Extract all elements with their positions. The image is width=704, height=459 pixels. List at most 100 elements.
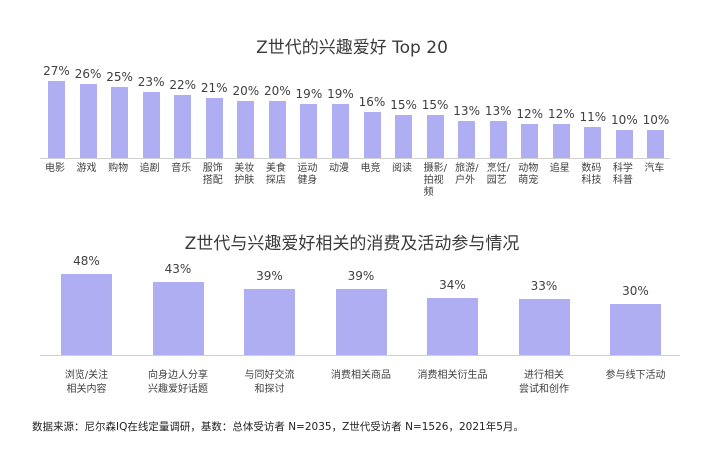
chart2-value-label: 33% — [530, 279, 558, 294]
chart2-category-line: 兴趣爱好话题 — [148, 384, 208, 395]
chart2-category-label: 消费相关商品 — [316, 369, 406, 383]
chart2-category-line: 和探讨 — [254, 384, 285, 395]
chart1-category-line: 追剧 — [139, 163, 160, 174]
chart1-category-label: 动漫 — [329, 163, 353, 175]
chart2-category-label: 进行相关 尝试和创作 — [499, 369, 589, 397]
chart1-category-label: 烹饪/园艺 — [487, 163, 511, 187]
chart1-category-label: 追剧 — [140, 163, 164, 175]
chart1-category-label: 游戏 — [77, 163, 101, 175]
chart1-bar — [426, 115, 444, 158]
chart2-bar — [518, 299, 570, 355]
chart1-value-label: 10% — [611, 112, 638, 127]
chart1-category-line: 美妆 — [234, 163, 255, 174]
chart1-category-line: 健身 — [297, 175, 318, 186]
chart1-category-line: 科普 — [612, 175, 633, 186]
chart2-category-label: 与同好交流 和探讨 — [225, 369, 315, 397]
chart1-category-line: 购物 — [108, 163, 129, 174]
chart1-value-label: 13% — [453, 103, 480, 118]
chart1-category-label: 旅游/户外 — [455, 163, 479, 187]
chart1-category-line: 护肤 — [234, 175, 255, 186]
chart2-bar — [152, 282, 204, 355]
chart1-value-label: 19% — [295, 86, 323, 101]
chart1-value-label: 15% — [421, 98, 449, 113]
chart1-bar — [174, 95, 192, 158]
chart2-bar — [427, 297, 478, 355]
chart1-category-line: 摄影/ — [423, 163, 447, 174]
chart1-category-label: 电竞 — [361, 163, 385, 175]
chart2-category-line: 向身边人分享 — [148, 370, 208, 381]
chart1-category-line: 园艺 — [486, 175, 507, 186]
chart1-category-label: 动物 萌宠 — [518, 163, 542, 187]
chart1-title: Z世代的兴趣爱好 Top 20 — [256, 38, 448, 58]
chart1-bar — [79, 83, 97, 158]
chart1-category-label: 摄影/拍视频 — [424, 163, 448, 199]
chart1-category-line: 汽车 — [644, 163, 665, 174]
chart2-value-label: 39% — [256, 269, 283, 284]
chart1-baseline — [40, 158, 670, 159]
chart1-category-line: 动物 — [518, 163, 539, 174]
data-source-footnote: 数据来源：尼尔森IQ在线定量调研，基数：总体受访者 N=2035，Z世代受访者 … — [32, 421, 524, 433]
chart1-value-label: 16% — [358, 95, 386, 110]
chart1-bar — [489, 120, 507, 158]
chart1-category-line: 阅读 — [392, 163, 413, 174]
chart1-bar — [521, 123, 539, 158]
chart1-category-line: 旅游/ — [455, 163, 479, 174]
chart1-category-line: 追星 — [549, 163, 570, 174]
chart1-category-label: 运动 健身 — [297, 163, 321, 187]
chart1-category-label: 美食 探店 — [266, 163, 290, 187]
chart1-value-label: 26% — [74, 66, 102, 81]
chart2-category-line: 尝试和创作 — [519, 384, 569, 395]
chart1-category-line: 户外 — [455, 175, 476, 186]
chart1-bar — [331, 103, 349, 158]
chart1-bar — [237, 101, 255, 158]
chart2-bar — [244, 289, 295, 355]
chart1-category-line: 音乐 — [171, 163, 192, 174]
chart1-category-line: 美食 — [265, 163, 286, 174]
chart1-value-label: 10% — [642, 112, 670, 127]
chart1-category-line: 游戏 — [76, 163, 97, 174]
chart2-baseline — [40, 355, 680, 356]
chart2-bar — [61, 273, 112, 355]
chart2-category-label: 向身边人分享 兴趣爱好话题 — [133, 369, 223, 397]
chart2-value-label: 39% — [347, 269, 375, 284]
chart1-category-label: 美妆 护肤 — [234, 163, 258, 187]
chart2-bar — [610, 304, 661, 355]
chart1-value-label: 21% — [200, 81, 228, 96]
chart2-category-line: 相关内容 — [66, 384, 107, 395]
chart1-bar — [48, 81, 65, 158]
chart1-bar — [458, 120, 476, 158]
chart1-value-label: 27% — [43, 64, 70, 79]
chart2-value-label: 48% — [73, 253, 100, 268]
chart1-category-line: 电竞 — [360, 163, 381, 174]
chart1-category-line: 科技 — [581, 175, 602, 186]
chart1-category-line: 动漫 — [328, 163, 349, 174]
chart1-value-label: 12% — [547, 106, 575, 121]
chart1-category-line: 科学 — [612, 163, 633, 174]
chart1-bar — [268, 101, 286, 158]
chart1-bar — [300, 103, 318, 158]
chart1-category-line: 服饰 — [202, 163, 223, 174]
chart1-value-label: 13% — [484, 103, 512, 118]
chart1-category-line: 运动 — [297, 163, 318, 174]
chart2-bar — [335, 289, 387, 355]
chart1-category-label: 追星 — [550, 163, 574, 175]
chart2-category-line: 消费相关商品 — [331, 370, 391, 381]
chart2-category-line: 浏览/关注 — [64, 370, 109, 381]
chart1-category-line: 烹饪/ — [486, 163, 511, 174]
chart2-title: Z世代与兴趣爱好相关的消费及活动参与情况 — [184, 234, 520, 254]
chart2-category-line: 与同好交流 — [244, 370, 295, 381]
chart1-category-label: 购物 — [108, 163, 132, 175]
chart1-bar — [615, 129, 633, 158]
chart2-category-line: 消费相关衍生品 — [417, 370, 488, 381]
chart1-category-label: 科学 科普 — [613, 163, 637, 187]
chart2-category-label: 参与线下活动 — [591, 369, 681, 383]
chart1-value-label: 20% — [232, 84, 260, 98]
chart2-value-label: 34% — [439, 277, 466, 292]
chart1-value-label: 15% — [390, 98, 417, 113]
chart2-value-label: 30% — [622, 284, 649, 299]
chart1-category-label: 音乐 — [171, 163, 195, 175]
chart1-value-label: 25% — [106, 69, 133, 84]
chart1-value-label: 20% — [264, 84, 291, 98]
chart1-category-line: 数码 — [581, 163, 602, 174]
chart1-category-line: 探店 — [265, 175, 286, 186]
